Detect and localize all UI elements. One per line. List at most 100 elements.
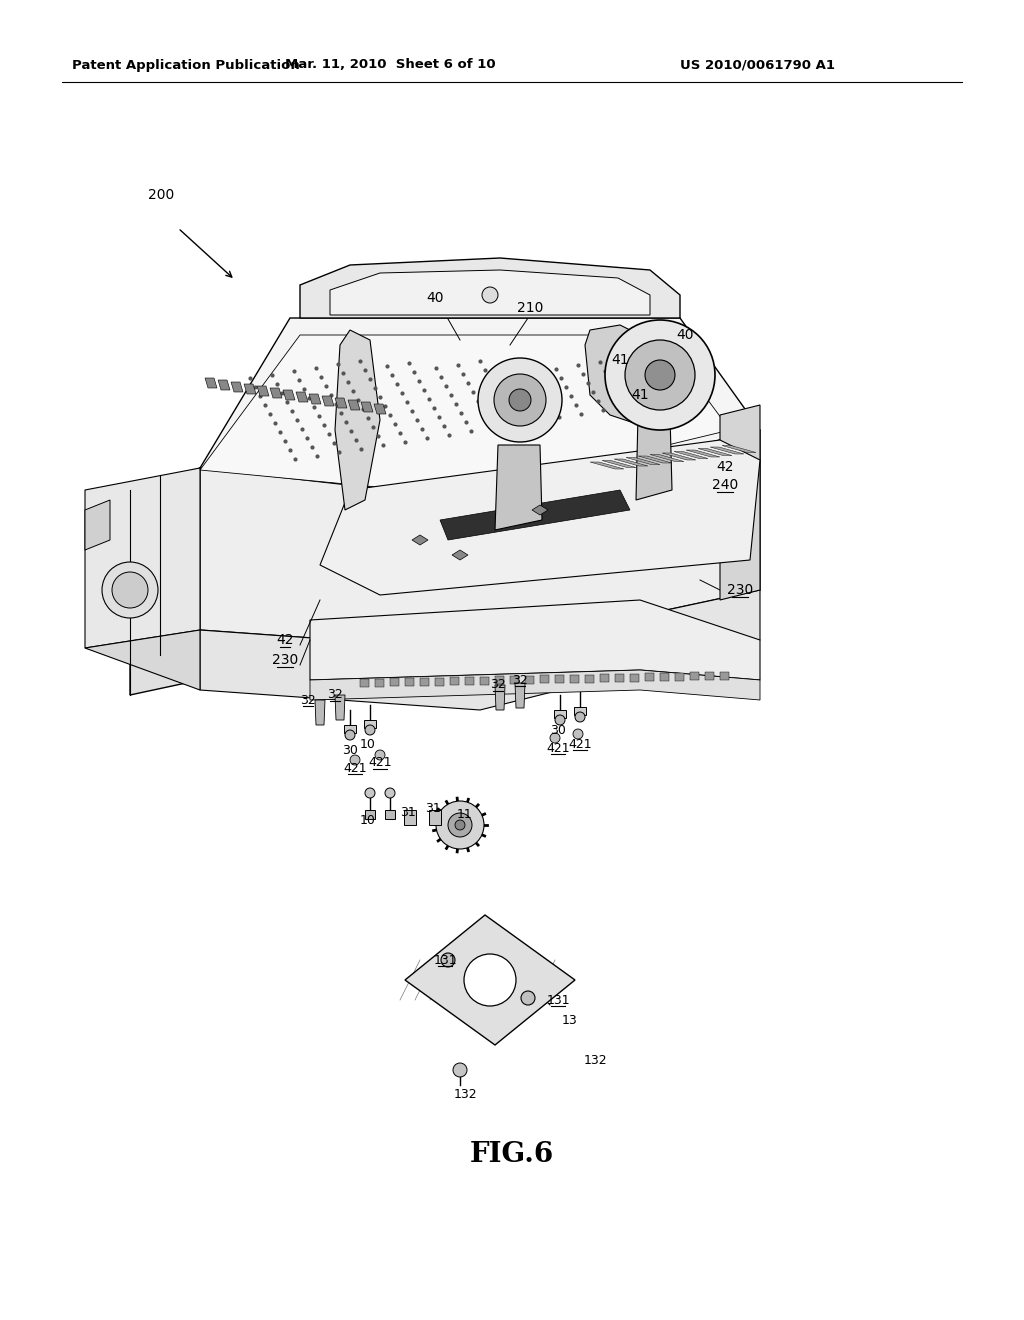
Text: 32: 32 bbox=[490, 678, 506, 692]
Text: 32: 32 bbox=[512, 673, 528, 686]
Polygon shape bbox=[364, 719, 376, 729]
Text: 132: 132 bbox=[584, 1053, 607, 1067]
Polygon shape bbox=[231, 381, 243, 392]
Polygon shape bbox=[315, 700, 325, 725]
Text: 41: 41 bbox=[631, 388, 649, 403]
Circle shape bbox=[625, 341, 695, 411]
Text: 13: 13 bbox=[562, 1014, 578, 1027]
Polygon shape bbox=[296, 392, 308, 403]
Circle shape bbox=[555, 715, 565, 725]
Text: US 2010/0061790 A1: US 2010/0061790 A1 bbox=[680, 58, 835, 71]
Polygon shape bbox=[429, 810, 441, 825]
Text: 132: 132 bbox=[454, 1089, 477, 1101]
Polygon shape bbox=[614, 459, 648, 466]
Polygon shape bbox=[406, 915, 575, 1045]
Circle shape bbox=[365, 788, 375, 799]
Text: 421: 421 bbox=[568, 738, 592, 751]
Polygon shape bbox=[510, 676, 519, 684]
Polygon shape bbox=[626, 458, 660, 465]
Polygon shape bbox=[390, 678, 399, 686]
Circle shape bbox=[375, 750, 385, 760]
Polygon shape bbox=[570, 675, 579, 682]
Circle shape bbox=[521, 991, 535, 1005]
Circle shape bbox=[455, 820, 465, 830]
Polygon shape bbox=[319, 440, 760, 595]
Polygon shape bbox=[615, 675, 624, 682]
Text: 42: 42 bbox=[276, 634, 294, 647]
Polygon shape bbox=[555, 675, 564, 684]
Text: 30: 30 bbox=[342, 743, 358, 756]
Polygon shape bbox=[283, 389, 295, 400]
Polygon shape bbox=[722, 446, 756, 453]
Polygon shape bbox=[554, 710, 566, 718]
Polygon shape bbox=[365, 810, 375, 818]
Polygon shape bbox=[630, 673, 639, 681]
Circle shape bbox=[345, 730, 355, 741]
Polygon shape bbox=[322, 396, 334, 407]
Text: 41: 41 bbox=[611, 352, 629, 367]
Polygon shape bbox=[257, 385, 269, 396]
Polygon shape bbox=[650, 454, 684, 462]
Polygon shape bbox=[335, 399, 347, 408]
Polygon shape bbox=[638, 455, 672, 463]
Polygon shape bbox=[330, 271, 650, 315]
Polygon shape bbox=[310, 671, 760, 700]
Polygon shape bbox=[602, 461, 636, 467]
Polygon shape bbox=[585, 675, 594, 682]
Polygon shape bbox=[344, 725, 356, 733]
Polygon shape bbox=[385, 810, 395, 818]
Circle shape bbox=[605, 319, 715, 430]
Polygon shape bbox=[310, 601, 760, 680]
Polygon shape bbox=[300, 257, 680, 318]
Text: 10: 10 bbox=[360, 738, 376, 751]
Polygon shape bbox=[85, 500, 110, 550]
Text: Mar. 11, 2010  Sheet 6 of 10: Mar. 11, 2010 Sheet 6 of 10 bbox=[285, 58, 496, 71]
Polygon shape bbox=[361, 403, 373, 412]
Text: 210: 210 bbox=[517, 301, 543, 315]
Polygon shape bbox=[636, 414, 672, 500]
Polygon shape bbox=[85, 469, 200, 648]
Polygon shape bbox=[335, 330, 380, 510]
Text: 230: 230 bbox=[727, 583, 753, 597]
Text: 240: 240 bbox=[712, 478, 738, 492]
Polygon shape bbox=[200, 318, 760, 500]
Circle shape bbox=[453, 1063, 467, 1077]
Polygon shape bbox=[532, 506, 548, 515]
Polygon shape bbox=[244, 384, 256, 393]
Polygon shape bbox=[720, 405, 760, 601]
Polygon shape bbox=[698, 449, 732, 455]
Circle shape bbox=[365, 725, 375, 735]
Circle shape bbox=[645, 360, 675, 389]
Circle shape bbox=[573, 729, 583, 739]
Polygon shape bbox=[374, 404, 386, 414]
Polygon shape bbox=[690, 672, 699, 680]
Text: 421: 421 bbox=[546, 742, 569, 755]
Polygon shape bbox=[710, 447, 744, 454]
Polygon shape bbox=[686, 450, 720, 457]
Circle shape bbox=[112, 572, 148, 609]
Text: 131: 131 bbox=[546, 994, 569, 1006]
Polygon shape bbox=[720, 672, 729, 680]
Circle shape bbox=[449, 813, 472, 837]
Polygon shape bbox=[515, 682, 525, 708]
Text: 230: 230 bbox=[272, 653, 298, 667]
Polygon shape bbox=[645, 673, 654, 681]
Polygon shape bbox=[495, 676, 504, 684]
Circle shape bbox=[478, 358, 562, 442]
Polygon shape bbox=[200, 430, 760, 649]
Text: FIG.6: FIG.6 bbox=[470, 1142, 554, 1168]
Polygon shape bbox=[590, 462, 624, 469]
Polygon shape bbox=[465, 677, 474, 685]
Text: 31: 31 bbox=[400, 807, 416, 820]
Circle shape bbox=[482, 286, 498, 304]
Polygon shape bbox=[585, 325, 660, 425]
Polygon shape bbox=[360, 678, 369, 686]
Circle shape bbox=[385, 788, 395, 799]
Polygon shape bbox=[495, 445, 542, 531]
Text: 42: 42 bbox=[716, 459, 734, 474]
Polygon shape bbox=[335, 696, 345, 719]
Circle shape bbox=[350, 755, 360, 766]
Polygon shape bbox=[440, 490, 630, 540]
Polygon shape bbox=[130, 469, 200, 696]
Polygon shape bbox=[452, 550, 468, 560]
